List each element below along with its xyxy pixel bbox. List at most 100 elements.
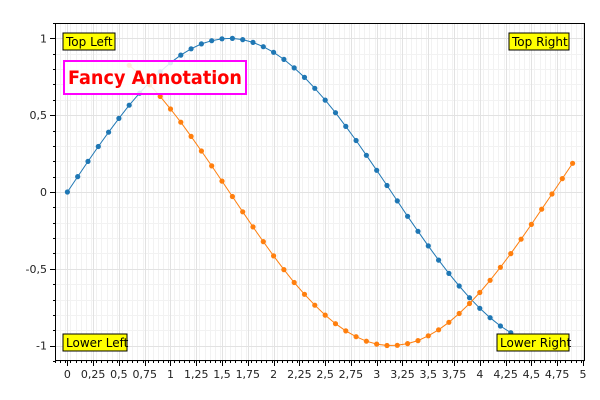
series-2-point <box>178 119 184 125</box>
series-1-point <box>353 137 359 144</box>
series-2-point <box>322 312 328 318</box>
series-2-point <box>528 221 535 227</box>
series-2-point <box>209 163 215 169</box>
series-1-point <box>219 36 225 42</box>
series-2-point <box>260 239 266 245</box>
series-2-point <box>539 206 545 212</box>
series-1-point <box>116 115 122 121</box>
series-2-point <box>415 338 421 344</box>
series-1-point <box>291 65 297 71</box>
x-tick-label: 3,75 <box>442 368 467 381</box>
x-tick-label: 0,25 <box>81 368 106 381</box>
x-tick-label: 2,5 <box>316 368 334 381</box>
tick-labels: 0 0,25 0,5 0,75 1 1,25 1,5 1,75 2 2,25 2,5 2,75 3 3,2… <box>26 32 587 381</box>
annotation-lower-right: Lower Right <box>496 333 572 352</box>
series-1-point <box>106 129 112 135</box>
series-1-point <box>477 305 483 311</box>
annotation-lower-right-text: Lower Right <box>500 336 572 350</box>
series-2-point <box>394 342 400 348</box>
series-2-point <box>570 160 576 166</box>
series-2-point <box>477 289 483 296</box>
series-1-point <box>425 243 431 249</box>
series-2-point <box>240 209 246 215</box>
series-1-point <box>363 152 369 158</box>
series-layer <box>64 35 576 349</box>
series-1-point <box>250 39 256 46</box>
series-2-point <box>446 319 452 325</box>
series-1-point <box>343 123 349 129</box>
y-tick-label: -0,5 <box>26 263 47 276</box>
series-1-point <box>64 189 70 195</box>
series-2-point <box>281 267 287 273</box>
series-1-point <box>466 295 473 301</box>
series-1-point <box>188 46 194 52</box>
x-tick-label: 5 <box>579 368 586 381</box>
series-1-point <box>374 167 380 173</box>
annotation-fancy-text: Fancy Annotation <box>68 67 242 89</box>
x-tick-label: 2,75 <box>339 368 364 381</box>
series-2-point <box>508 251 514 257</box>
series-2-point <box>436 327 442 333</box>
series-1-point <box>384 182 390 189</box>
x-tick-label: 0,5 <box>110 368 128 381</box>
x-tick-label: 1,25 <box>184 368 209 381</box>
series-2-point <box>219 178 225 184</box>
x-tick-label: 4,25 <box>493 368 518 381</box>
annotation-fancy: Fancy Annotation <box>63 60 247 95</box>
series-1-point <box>405 213 411 219</box>
series-2-point <box>487 277 493 283</box>
series-2-point <box>250 224 256 230</box>
x-tick-label: 1,5 <box>213 368 231 381</box>
series-1-point <box>436 257 442 263</box>
annotation-top-left: Top Left <box>62 32 116 51</box>
series-2-point <box>559 176 565 182</box>
x-tick-label: 4,75 <box>545 368 570 381</box>
x-tick-label: 3,25 <box>390 368 415 381</box>
x-tick-label: 4,5 <box>523 368 541 381</box>
series-1-point <box>240 37 246 43</box>
x-tick-label: 1 <box>167 368 174 381</box>
series-2-point <box>229 193 235 200</box>
y-tick-label: 1 <box>40 32 47 45</box>
x-tick-label: 3,5 <box>420 368 438 381</box>
series-1-point <box>229 35 235 42</box>
series-2-point <box>271 253 277 259</box>
series-1-point <box>271 49 277 55</box>
x-tick-label: 0 <box>64 368 71 381</box>
axes <box>50 23 585 366</box>
series-2-point <box>188 133 194 139</box>
annotation-top-left-text: Top Left <box>65 35 113 49</box>
y-tick-label: 0,5 <box>30 109 48 122</box>
series-2-point <box>332 321 339 327</box>
series-2-point <box>198 148 204 154</box>
y-tick-label: 0 <box>40 186 47 199</box>
series-1-point <box>178 52 184 58</box>
x-tick-label: 0,75 <box>132 368 157 381</box>
series-2-point <box>291 279 297 286</box>
series-1-point <box>301 74 308 80</box>
series-2-point <box>425 333 431 339</box>
series-2-point <box>167 106 174 112</box>
y-tick-label: -1 <box>36 340 47 353</box>
series-2-point <box>549 191 555 197</box>
x-tick-label: 2,25 <box>287 368 312 381</box>
series-1-point <box>456 283 462 289</box>
series-2-point <box>384 342 390 349</box>
series-1-point <box>332 110 339 116</box>
series-1-point <box>322 97 328 103</box>
series-2-point <box>405 341 411 347</box>
annotation-lower-left: Lower Left <box>62 333 129 352</box>
series-1-point <box>312 85 318 91</box>
series-2-point <box>353 334 359 340</box>
series-2-point <box>456 310 462 317</box>
series-2-point <box>301 291 308 297</box>
annotation-lower-left-text: Lower Left <box>66 336 129 350</box>
series-2-point <box>518 236 524 242</box>
series-1-point <box>95 143 101 150</box>
series-1-point <box>497 323 503 329</box>
x-tick-label: 3 <box>373 368 380 381</box>
series-2-point <box>363 338 369 344</box>
series-1-point <box>75 174 81 180</box>
series-2-point <box>157 93 163 99</box>
